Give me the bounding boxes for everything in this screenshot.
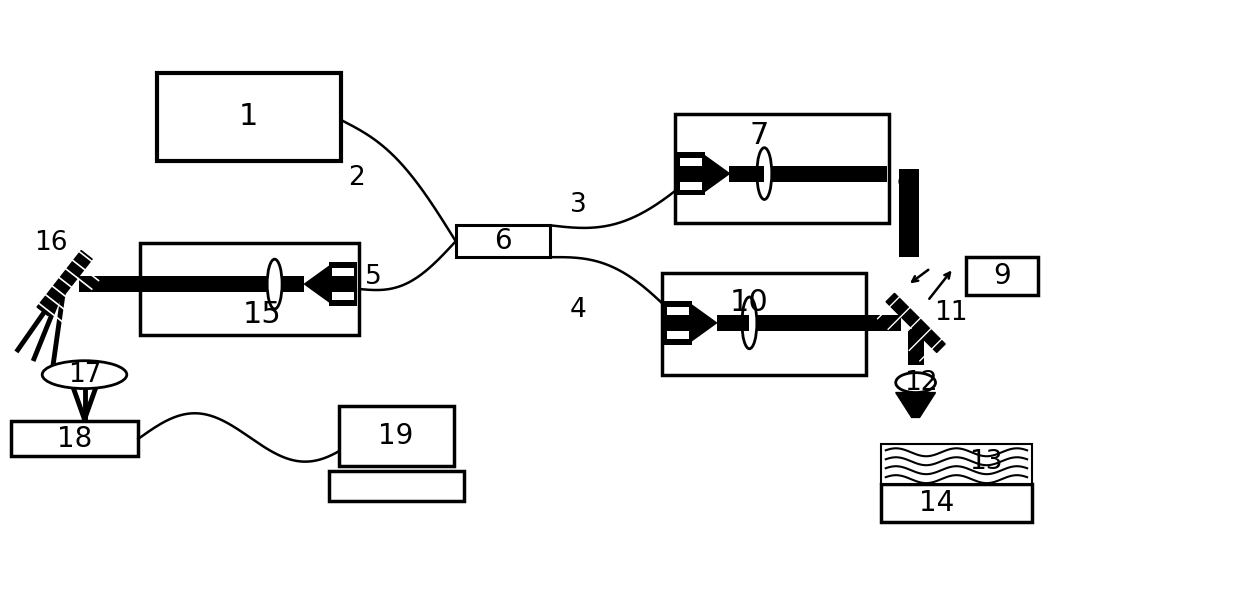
- Bar: [330, 471, 464, 501]
- Polygon shape: [887, 293, 945, 352]
- Bar: [680, 181, 702, 189]
- Bar: [143, 276, 267, 292]
- Text: 15: 15: [242, 300, 281, 330]
- Text: 9: 9: [993, 262, 1011, 290]
- Bar: [662, 273, 866, 375]
- Bar: [667, 331, 688, 339]
- Polygon shape: [895, 393, 935, 418]
- Bar: [330, 262, 357, 306]
- Text: 14: 14: [919, 489, 954, 517]
- Bar: [899, 168, 919, 257]
- Bar: [729, 165, 764, 181]
- Text: 2: 2: [348, 165, 365, 190]
- Bar: [456, 226, 551, 257]
- Bar: [11, 421, 138, 456]
- Bar: [340, 406, 454, 466]
- Text: 4: 4: [570, 297, 587, 323]
- Text: 16: 16: [33, 230, 67, 256]
- Bar: [140, 243, 360, 335]
- Bar: [157, 73, 341, 161]
- Text: 6: 6: [494, 227, 511, 255]
- Text: 11: 11: [934, 300, 967, 326]
- Bar: [717, 315, 749, 331]
- Bar: [880, 444, 1032, 484]
- Polygon shape: [692, 305, 717, 341]
- Bar: [773, 165, 887, 181]
- Bar: [332, 268, 355, 276]
- Polygon shape: [37, 250, 92, 315]
- Bar: [758, 315, 900, 331]
- Text: 7: 7: [750, 121, 769, 151]
- Text: 19: 19: [378, 422, 414, 450]
- Ellipse shape: [895, 372, 935, 393]
- Ellipse shape: [42, 361, 126, 389]
- Bar: [680, 158, 702, 165]
- Bar: [663, 301, 692, 345]
- Bar: [908, 329, 924, 365]
- Polygon shape: [704, 156, 729, 192]
- Bar: [880, 484, 1032, 522]
- Text: 10: 10: [730, 289, 769, 318]
- Bar: [283, 276, 305, 292]
- Text: 5: 5: [365, 264, 382, 290]
- Bar: [332, 292, 355, 300]
- Text: 13: 13: [970, 449, 1003, 475]
- Bar: [677, 152, 704, 196]
- Bar: [667, 307, 688, 315]
- Text: 17: 17: [68, 362, 102, 387]
- Bar: [966, 257, 1038, 295]
- Text: 3: 3: [570, 192, 587, 218]
- Bar: [78, 276, 140, 292]
- Bar: [675, 114, 889, 223]
- Text: 12: 12: [904, 369, 937, 396]
- Polygon shape: [305, 266, 330, 302]
- Text: 18: 18: [57, 425, 92, 453]
- Text: 1: 1: [239, 102, 258, 131]
